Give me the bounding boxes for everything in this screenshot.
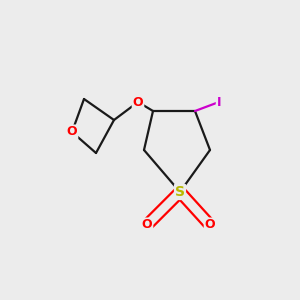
Text: O: O [142, 218, 152, 232]
Text: O: O [133, 95, 143, 109]
Text: O: O [67, 125, 77, 139]
Text: I: I [217, 95, 221, 109]
Text: O: O [205, 218, 215, 232]
Text: S: S [175, 185, 185, 199]
